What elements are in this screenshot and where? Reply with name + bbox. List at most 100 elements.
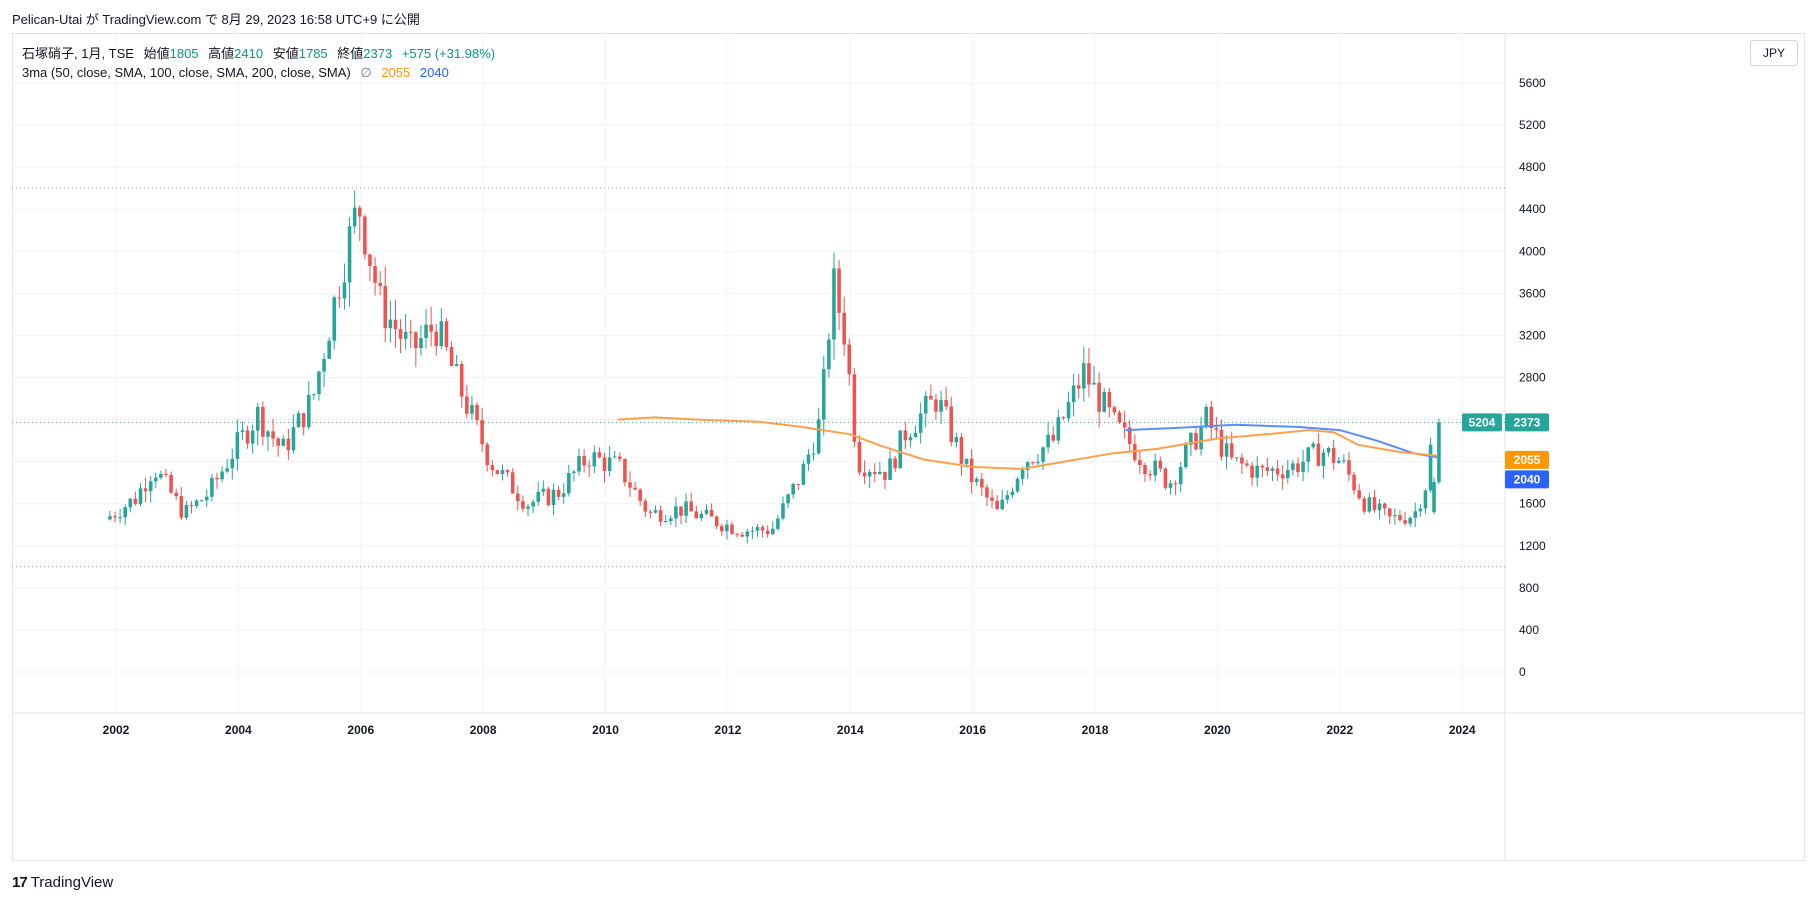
- candle-body: [1041, 447, 1045, 462]
- y-tick-label: 1200: [1519, 539, 1546, 553]
- candle-body: [357, 207, 362, 217]
- candle-body: [1036, 461, 1040, 464]
- x-tick-label: 2022: [1326, 723, 1353, 737]
- y-tick-label: 5600: [1519, 76, 1546, 90]
- last-price-label: 2373: [1514, 415, 1541, 429]
- candle-body: [1418, 508, 1423, 512]
- indicator-name: 3ma (50, close, SMA, 100, close, SMA, 20…: [22, 65, 351, 80]
- candle-body: [923, 395, 928, 414]
- candle-body: [1087, 363, 1091, 385]
- candle-body: [174, 492, 178, 497]
- candle-body: [1102, 391, 1106, 412]
- y-tick-label: 400: [1519, 623, 1539, 637]
- candle-body: [291, 427, 296, 451]
- candle-body: [704, 509, 709, 514]
- candle-body: [709, 509, 714, 517]
- candle-body: [1117, 412, 1122, 423]
- candle-body: [531, 501, 535, 507]
- candle-body: [526, 506, 530, 509]
- y-tick-label: 4800: [1519, 160, 1546, 174]
- candle-body: [582, 456, 586, 466]
- candle-body: [551, 489, 556, 506]
- candle-body: [1005, 495, 1010, 500]
- candle-body: [286, 438, 291, 451]
- x-tick-label: 2008: [470, 723, 497, 737]
- candle-body: [561, 493, 566, 497]
- candle-body: [1229, 443, 1234, 458]
- candle-body: [342, 282, 347, 299]
- candle-body: [434, 331, 439, 347]
- symbol-info: 石塚硝子, 1月, TSE: [22, 46, 134, 61]
- candle-body: [1336, 460, 1341, 463]
- candle-body: [230, 458, 235, 469]
- ma50-price-label: 2055: [1514, 453, 1541, 467]
- candle-body: [261, 406, 265, 437]
- currency-button[interactable]: JPY: [1750, 40, 1798, 66]
- tradingview-brand[interactable]: 17 TradingView: [12, 874, 113, 891]
- candle-body: [1173, 483, 1178, 485]
- published-line: Pelican-Utai が TradingView.com で 8月 29, …: [12, 12, 420, 27]
- candle-body: [791, 483, 795, 495]
- candle-body: [1382, 503, 1387, 509]
- indicator-legend[interactable]: 3ma (50, close, SMA, 100, close, SMA, 20…: [22, 65, 449, 81]
- candle-body: [255, 406, 260, 431]
- candle-body: [669, 518, 673, 521]
- candle-body: [1367, 497, 1372, 512]
- candle-body: [1015, 478, 1020, 492]
- candle-body: [429, 324, 433, 332]
- high-value: 2410: [234, 46, 264, 61]
- x-tick-label: 2014: [837, 723, 864, 737]
- ma100-price-label: 2040: [1514, 472, 1541, 486]
- candle-body: [1362, 498, 1367, 512]
- x-tick-label: 2004: [225, 723, 252, 737]
- candle-body: [597, 452, 602, 458]
- candle-body: [301, 413, 306, 428]
- candle-body: [755, 527, 760, 531]
- candle-body: [424, 324, 428, 339]
- candle-body: [444, 321, 449, 348]
- candle-body: [857, 441, 862, 473]
- candle-body: [1051, 434, 1056, 441]
- y-tick-label: 4000: [1519, 244, 1546, 258]
- candle-body: [383, 285, 388, 329]
- price-chart[interactable]: 0400800120016002000240028003200360040004…: [12, 33, 1805, 861]
- candle-body: [888, 458, 892, 480]
- candle-body: [1153, 460, 1157, 476]
- hidden-ma-icon: ∅: [360, 65, 372, 80]
- candle-body: [368, 254, 372, 267]
- candle-body: [337, 297, 342, 299]
- candle-body: [465, 396, 469, 414]
- candle-body: [1214, 428, 1219, 430]
- chart-frame: [12, 33, 1805, 861]
- ma50-line: [617, 416, 1438, 471]
- candle-body: [801, 463, 806, 485]
- candle-body: [1291, 463, 1295, 470]
- candle-body: [612, 456, 617, 458]
- candle-body: [199, 500, 204, 502]
- candle-body: [893, 458, 897, 469]
- candle-body: [393, 319, 398, 330]
- candle-body: [1413, 511, 1418, 518]
- candle-body: [969, 458, 974, 483]
- last-price-left-label-bg: [1462, 413, 1502, 432]
- candle-body: [1194, 433, 1198, 450]
- y-tick-label: 3600: [1519, 286, 1546, 300]
- candle-body: [1235, 457, 1239, 459]
- candle-body: [867, 472, 872, 477]
- candle-body: [1189, 433, 1193, 445]
- candle-body: [505, 469, 510, 473]
- candle-body: [587, 465, 591, 467]
- candle-body: [607, 457, 612, 472]
- candle-body: [189, 505, 194, 507]
- candle-body: [1097, 382, 1101, 412]
- close-value: 2373: [363, 46, 393, 61]
- change-value: +575 (+31.98%): [401, 46, 496, 61]
- candle-body: [148, 481, 153, 492]
- candle-body: [618, 456, 622, 459]
- candle-body: [602, 457, 607, 472]
- candle-body: [250, 430, 255, 444]
- candle-body: [725, 524, 729, 532]
- candle-body: [694, 511, 699, 519]
- candle-body: [1428, 444, 1433, 491]
- candle-body: [796, 483, 801, 485]
